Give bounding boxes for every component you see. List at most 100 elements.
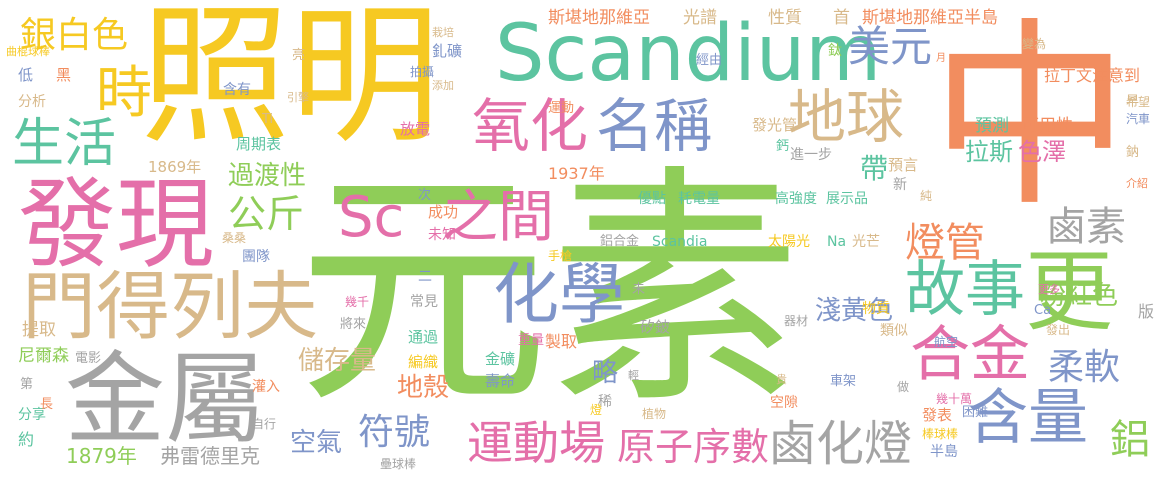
word-fenxi: 分析 — [18, 95, 46, 109]
word-kongxi: 空隙 — [770, 396, 798, 410]
word-hangkong: 航空 — [934, 336, 958, 348]
word-chejia: 車架 — [830, 375, 856, 388]
word-bangqiubang: 棒球棒 — [922, 428, 958, 440]
word-faguangguan: 發光管 — [752, 118, 797, 133]
word-xiwang: 希望 — [1126, 96, 1150, 108]
word-hei: 黑 — [56, 68, 71, 83]
word-lu: 鋁 — [1110, 420, 1150, 460]
word-zhaoming: 照明 — [140, 2, 440, 152]
word-sikan-1: 斯堪地那維亞 — [548, 10, 650, 27]
word-kongqi: 空氣 — [290, 430, 342, 456]
word-dianying: 電影 — [75, 352, 101, 365]
word-gaoqiangdu: 高強度 — [775, 192, 817, 206]
word-zhijian: 之間 — [442, 190, 554, 246]
word-leiqiubang: 壘球棒 — [380, 458, 416, 470]
word-gai: 鈣 — [776, 140, 789, 153]
word-lading: 拉丁文注意到 — [1044, 68, 1140, 84]
word-zhouqibiao: 周期表 — [236, 137, 281, 152]
word-scandia: Scandia — [652, 235, 707, 249]
word-fuleideli: 弗雷德里克 — [160, 446, 260, 466]
word-zhiqu: 製取 — [545, 334, 577, 350]
word-fuhao: 符號 — [358, 415, 430, 451]
word-guangpu: 光譜 — [683, 10, 717, 27]
word-1879: 1879年 — [66, 446, 137, 466]
word-jinyibu: 進一步 — [790, 148, 832, 162]
word-huaxue: 化學 — [493, 262, 625, 328]
word-rouruan: 柔軟 — [1048, 350, 1120, 386]
word-zhongliang: 重量 — [518, 334, 544, 347]
word-yundongchang: 運動場 — [467, 420, 605, 466]
word-dengguan: 燈管 — [905, 223, 985, 263]
word-qicai: 器材 — [784, 315, 808, 327]
word-sangsang: 桑桑 — [222, 232, 246, 244]
word-lue: 略 — [592, 360, 618, 386]
word-yinqing: 引擎 — [287, 92, 309, 103]
word-lasi: 拉斯 — [965, 140, 1013, 164]
word-gui: 貴 — [776, 374, 787, 385]
word-yuce: 預測 — [975, 118, 1009, 135]
word-di2: 低 — [18, 68, 33, 83]
word-bianzhi: 編織 — [408, 355, 438, 370]
word-wuzhi: 物質 — [862, 302, 890, 316]
word-ca: Ca — [1034, 304, 1051, 317]
word-xin: 新 — [893, 178, 907, 192]
word-ci: 次 — [418, 189, 431, 202]
word-zhiwu: 植物 — [642, 408, 666, 420]
word-taiyangguang: 太陽光 — [768, 235, 810, 249]
word-bianwei: 變為 — [1022, 38, 1046, 50]
word-xingzhi: 性質 — [768, 10, 802, 27]
word-niersen: 尼爾森 — [18, 348, 69, 365]
word-sc: Sc — [338, 190, 404, 246]
word-chun: 純 — [920, 190, 932, 202]
word-seze: 色澤 — [1018, 140, 1066, 164]
word-jishiwan: 幾十萬 — [936, 393, 972, 405]
word-jieshao: 介紹 — [1126, 178, 1148, 189]
word-ban: 版 — [1138, 304, 1154, 320]
word-haodianliang: 耗電量 — [678, 192, 720, 206]
word-diqiu: 地球 — [788, 88, 904, 146]
word-fabiao: 發表 — [922, 408, 952, 423]
word-luhuadeng: 鹵化燈 — [768, 420, 912, 468]
word-zuo: 做 — [897, 381, 909, 393]
word-nahan: 鈉 — [1126, 146, 1139, 159]
word-yue2: 月 — [936, 54, 946, 64]
word-sikan-2: 斯堪地那維亞半島 — [862, 10, 998, 27]
word-yuyan: 預言 — [888, 158, 918, 173]
word-mendeliefu: 門得列夫 — [22, 270, 318, 344]
word-gakuang: 釓礦 — [432, 44, 462, 59]
word-chucunliang: 儲存量 — [298, 348, 376, 374]
word-wei: 未 — [632, 283, 645, 296]
word-tiqu: 提取 — [22, 322, 56, 339]
word-1937: 1937年 — [548, 166, 605, 182]
word-jinkuang: 金礦 — [485, 352, 515, 367]
word-weizhi: 未知 — [428, 228, 456, 242]
word-faxian: 發現 — [18, 176, 214, 274]
word-jingyou: 經由 — [696, 54, 722, 67]
word-keyongxing: 可用性 — [1022, 118, 1073, 135]
word-diqiao: 地殼 — [397, 375, 449, 401]
word-leisi: 類似 — [880, 324, 908, 338]
word-qugunqiubang: 曲棍球棒 — [6, 46, 50, 57]
word-1869: 1869年 — [148, 160, 201, 175]
word-lusu: 鹵素 — [1046, 207, 1126, 247]
word-hanyou: 含有 — [222, 82, 252, 98]
word-youdian: 優點 — [638, 192, 666, 206]
word-tuandui: 團隊 — [242, 250, 270, 264]
word-fangdian: 放電 — [400, 122, 430, 137]
word-zixing: 自行 — [252, 418, 276, 430]
word-guanru: 灌入 — [252, 380, 280, 394]
word-tai: 鈦 — [828, 44, 842, 58]
word-kunnan: 困難 — [962, 406, 988, 419]
word-chenggong: 成功 — [428, 205, 458, 220]
word-guoduxing: 過渡性 — [228, 163, 306, 189]
word-shouqiang: 手槍 — [548, 250, 572, 262]
word-luhejin: 鋁合金 — [600, 235, 639, 248]
word-na: Na — [827, 235, 846, 249]
word-yue: 約 — [18, 432, 34, 448]
word-er: 二 — [418, 270, 432, 284]
word-deng: 燈 — [590, 404, 602, 416]
word-zaipei: 栽培 — [432, 27, 454, 38]
word-ti: Ti — [262, 113, 273, 126]
word-shouming: 壽命 — [485, 374, 515, 389]
